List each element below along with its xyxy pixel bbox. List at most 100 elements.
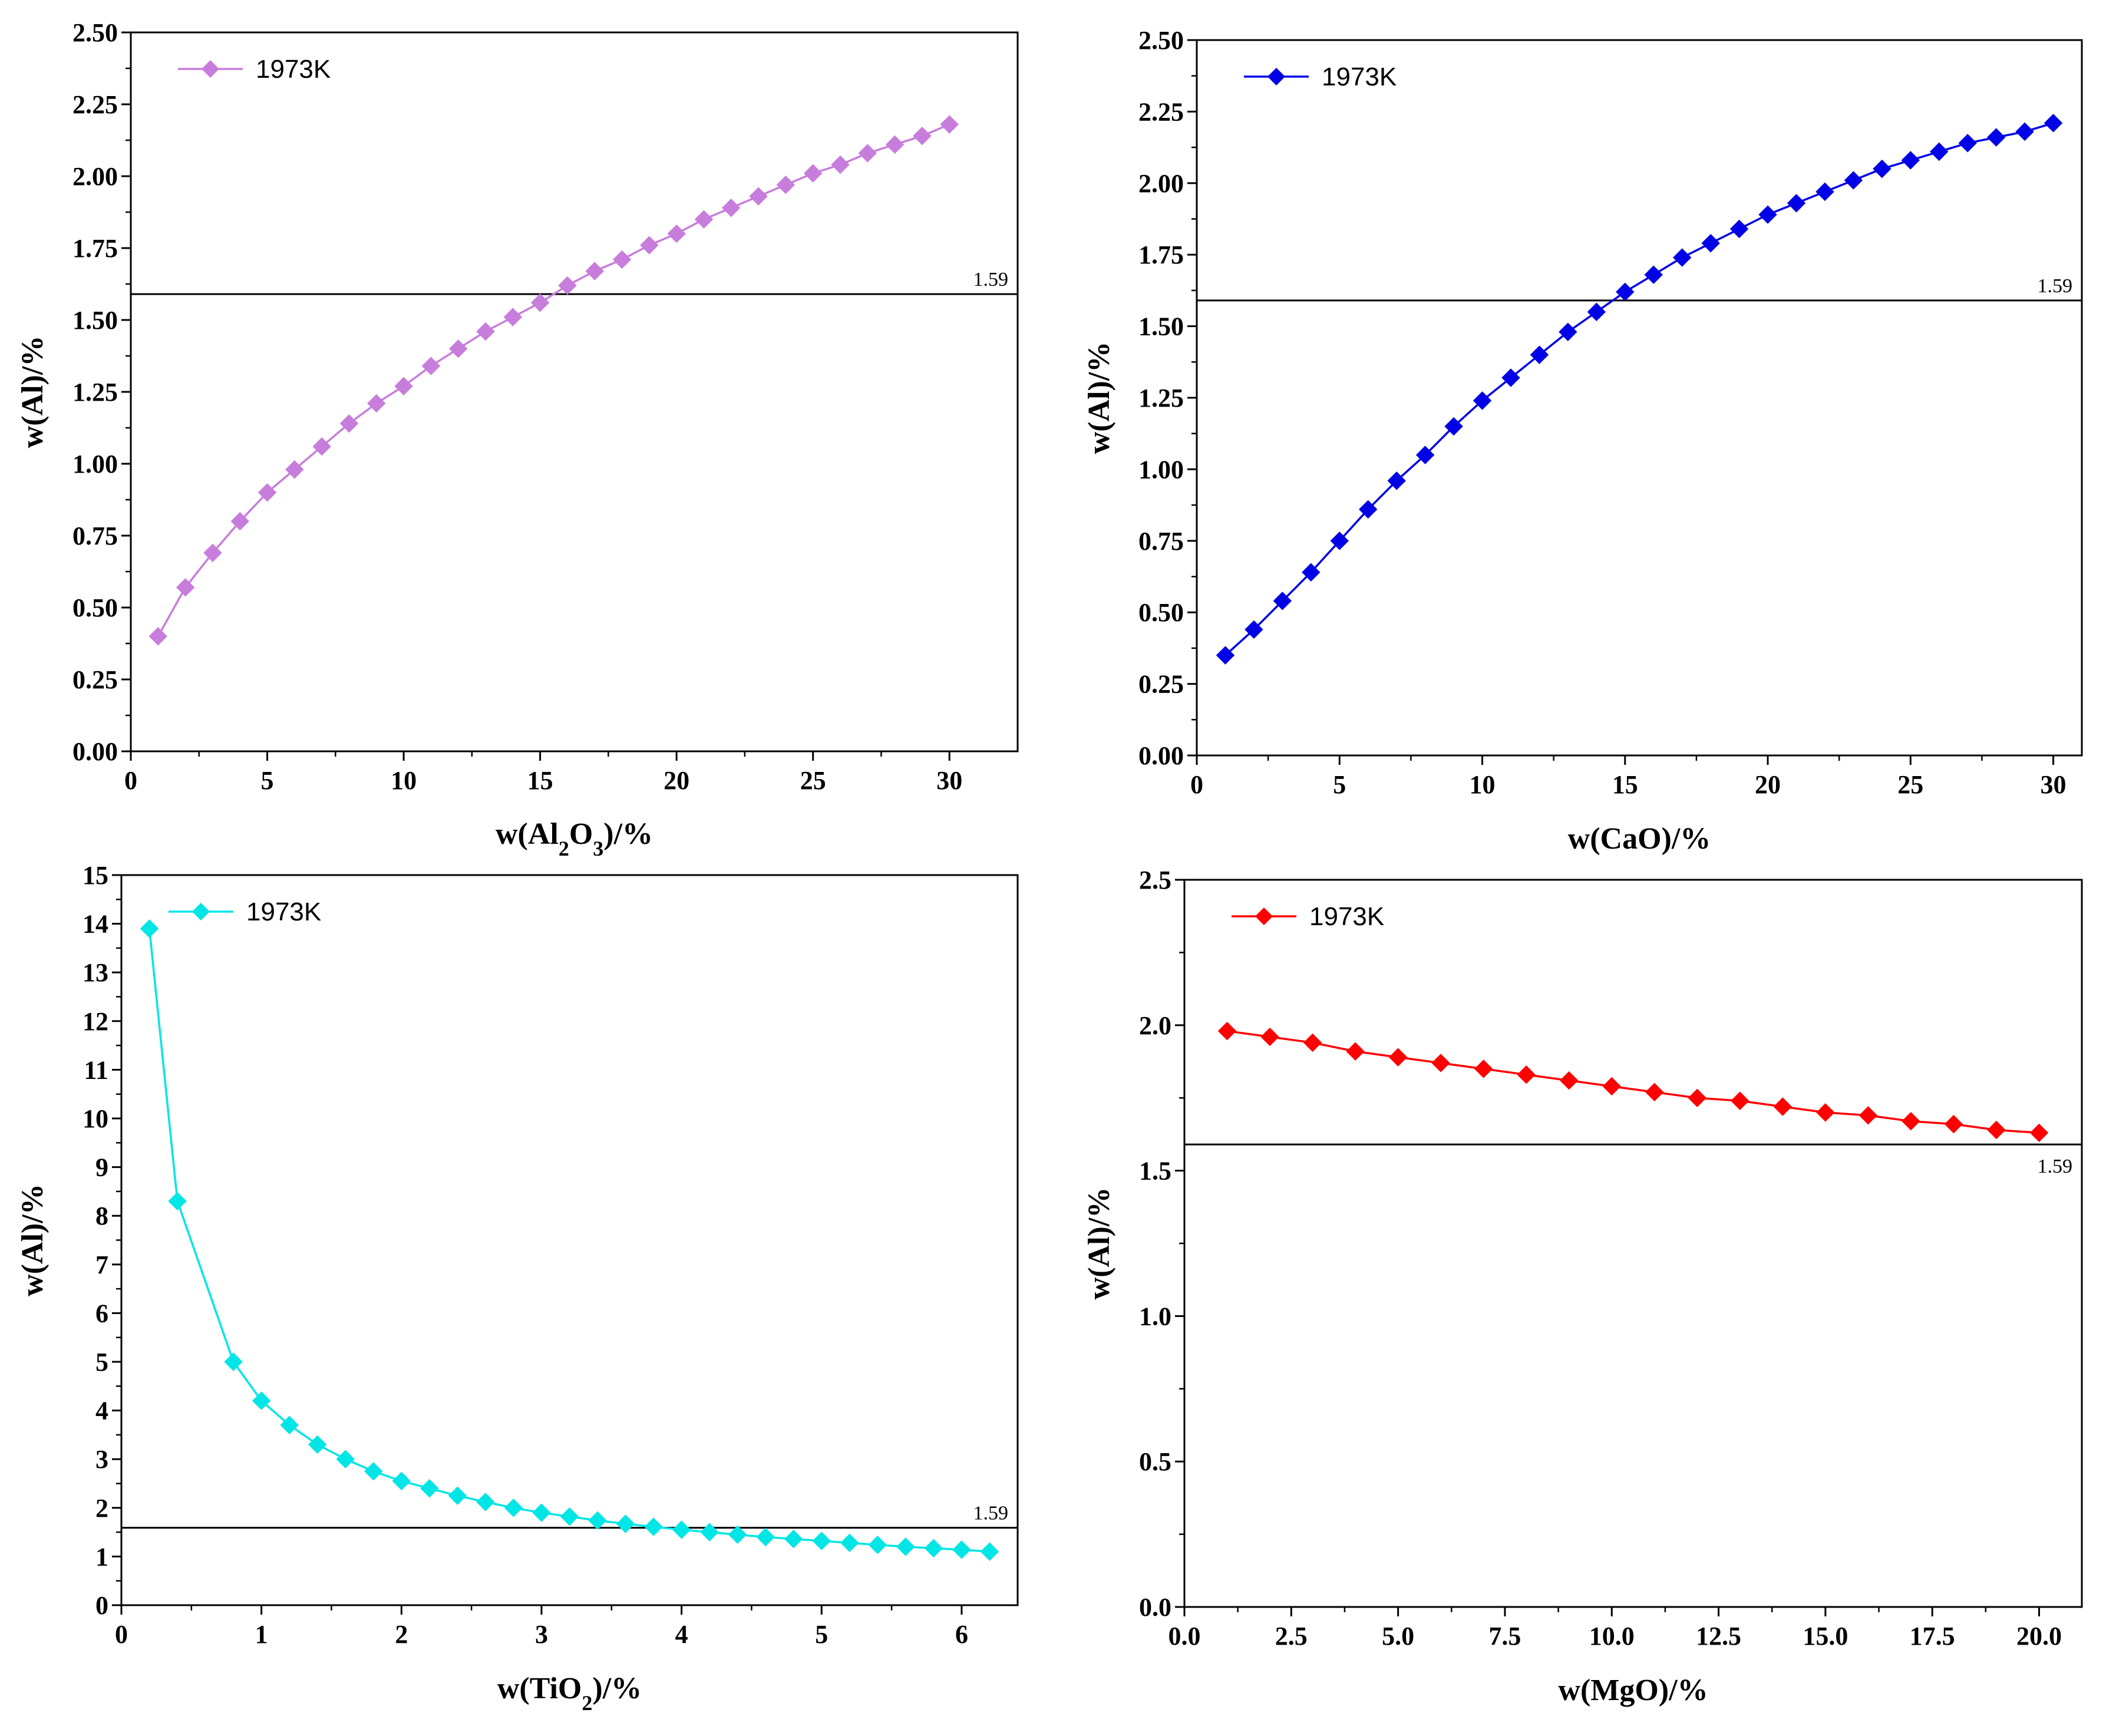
y-tick-label: 1.25 [72,378,118,407]
x-tick-label: 10.0 [1589,1622,1635,1651]
data-point [339,414,359,433]
x-axis-title: w(MgO)/% [1558,1674,1708,1707]
y-tick-label: 0.5 [1139,1447,1171,1476]
x-tick-label: 20.0 [2016,1622,2062,1651]
y-tick-label: 5 [95,1348,108,1377]
x-tick-label: 0.0 [1168,1622,1201,1651]
data-point [1930,142,1949,161]
data-point [612,250,632,269]
chart-cao: 0 5 10 15 20 25 30 0.00 0.25 0.50 0.75 1.00 1.25 1.50… [1082,26,2083,856]
data-point [1602,1077,1621,1096]
data-point [913,126,932,146]
y-tick-label: 11 [84,1055,108,1084]
data-point [2015,122,2034,141]
y-axis-title: w(Al)/% [16,1184,49,1296]
reference-line-label: 1.59 [973,1503,1009,1524]
legend-marker [1267,68,1285,85]
x-tick-label: 0 [124,766,137,795]
data-point [252,1391,271,1410]
data-point [1303,1033,1322,1052]
x-tick-label: 1 [255,1620,268,1649]
x-tick-label: 30 [936,766,962,795]
legend-label: 1973K [256,55,331,84]
plot-frame [130,31,1019,753]
x-tick-label: 12.5 [1696,1622,1741,1651]
y-tick-label: 0.75 [72,522,118,550]
data-point [532,1503,551,1522]
data-point [1260,1027,1279,1047]
data-point [312,437,331,456]
data-point [1346,1042,1365,1061]
x-tick-label: 15.0 [1803,1622,1848,1651]
data-point [476,322,495,341]
y-tick-label: 14 [82,910,108,939]
data-point [2029,1123,2049,1143]
data-point [176,578,195,597]
data-point [1216,646,1235,665]
data-point [1773,1097,1793,1116]
y-tick-label: 7 [95,1250,108,1279]
data-point [1415,445,1435,464]
data-point [1587,302,1606,322]
y-tick-label: 9 [95,1153,108,1182]
y-tick-label: 2.50 [72,18,118,47]
x-axis-title: w(CaO)/% [1568,822,1711,856]
data-point [1901,151,1920,170]
data-point [364,1462,383,1481]
data-point [1787,194,1806,213]
series-line [1227,1029,2039,1134]
data-point [1844,171,1863,190]
data-point [1217,1021,1237,1041]
data-point [1731,1091,1750,1110]
data-point [367,394,386,413]
legend-label: 1973K [246,897,321,926]
y-tick-label: 1.50 [1138,312,1184,341]
data-point [140,919,159,938]
x-tick-label: 30 [2041,770,2067,799]
data-point [203,543,222,562]
data-point [776,175,795,194]
data-point [588,1511,607,1530]
data-point [585,262,604,280]
data-point [1560,1071,1579,1090]
data-point [1859,1106,1878,1125]
data-point [168,1192,187,1211]
y-axis-title: w(Al)/% [1082,342,1116,454]
data-point [1902,1111,1920,1131]
y-tick-label: 1.00 [72,450,118,478]
y-tick-label: 1.00 [1138,455,1184,484]
chart-mgo: 0.0 2.5 5.0 7.5 10.0 12.5 15.0 17.5 20.0 0.0 0.5 1.… [1082,866,2083,1707]
data-point [2044,114,2063,133]
data-point [940,115,959,134]
y-axis-title: w(Al)/% [1082,1187,1116,1300]
x-tick-label: 5.0 [1382,1622,1414,1651]
y-tick-label: 2.00 [72,162,118,191]
y-tick-label: 0.50 [72,593,118,622]
data-point [1672,248,1692,267]
data-point [1388,1048,1408,1067]
data-point [616,1514,635,1533]
data-point [1873,159,1892,179]
x-tick-label: 15 [527,766,553,795]
data-point [896,1537,915,1556]
data-point [1944,1114,1963,1134]
data-point [812,1532,831,1550]
data-point [756,1527,775,1547]
x-tick-label: 17.5 [1910,1622,1955,1651]
data-point [503,308,523,326]
plot-frame [1196,39,2083,757]
reference-line-label: 1.59 [2038,1156,2073,1177]
y-tick-label: 2.0 [1139,1011,1171,1040]
data-point [803,164,823,183]
data-point [1644,265,1663,284]
data-point [308,1435,327,1454]
x-tick-label: 4 [675,1620,688,1649]
y-tick-label: 13 [82,958,108,987]
data-point [1986,128,2006,147]
x-tick-label: 5 [261,766,274,795]
y-tick-label: 0.75 [1138,527,1184,556]
data-point [1444,417,1463,436]
legend-marker [192,903,210,920]
data-point [1501,368,1520,387]
